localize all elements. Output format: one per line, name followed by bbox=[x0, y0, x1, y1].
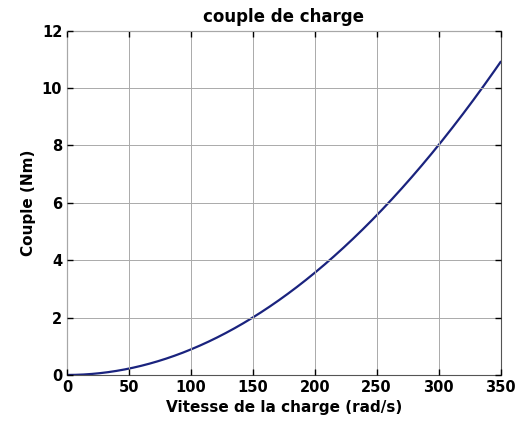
Y-axis label: Couple (Nm): Couple (Nm) bbox=[21, 150, 36, 256]
Title: couple de charge: couple de charge bbox=[203, 8, 364, 26]
X-axis label: Vitesse de la charge (rad/s): Vitesse de la charge (rad/s) bbox=[166, 400, 402, 416]
